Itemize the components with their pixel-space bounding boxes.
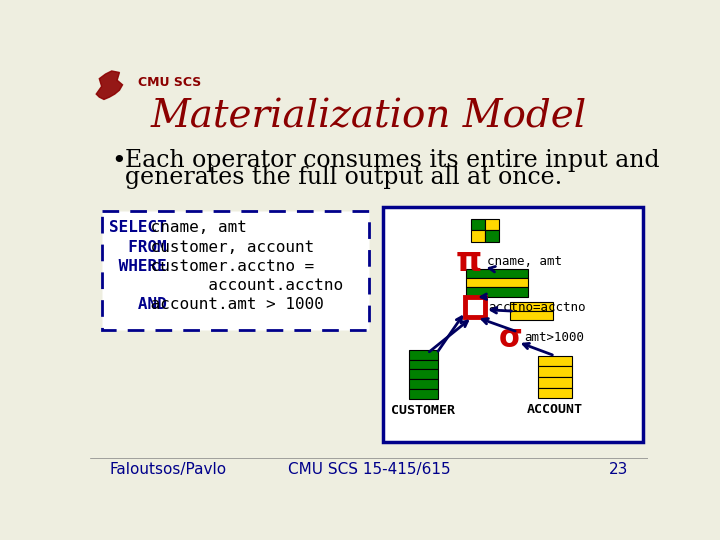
Text: $\mathbf{\sigma}$: $\mathbf{\sigma}$ bbox=[498, 323, 522, 353]
Text: amt>1000: amt>1000 bbox=[524, 331, 584, 344]
Text: customer.acctno =: customer.acctno = bbox=[141, 259, 314, 274]
Bar bbox=[538, 356, 572, 367]
Text: 23: 23 bbox=[609, 462, 629, 477]
Bar bbox=[466, 287, 528, 296]
Text: CMU SCS 15-415/615: CMU SCS 15-415/615 bbox=[288, 462, 450, 477]
Bar bbox=[408, 369, 438, 379]
Text: account.amt > 1000: account.amt > 1000 bbox=[141, 298, 324, 312]
Bar bbox=[510, 311, 553, 320]
Text: acctno=acctno: acctno=acctno bbox=[488, 301, 586, 314]
FancyBboxPatch shape bbox=[102, 211, 369, 330]
Polygon shape bbox=[96, 71, 122, 99]
Bar bbox=[408, 350, 438, 360]
Bar bbox=[472, 231, 485, 242]
Text: Each operator consumes its entire input and: Each operator consumes its entire input … bbox=[125, 150, 660, 172]
Bar bbox=[538, 388, 572, 398]
Bar bbox=[485, 219, 499, 231]
Text: Materialization Model: Materialization Model bbox=[151, 99, 587, 136]
Text: CUSTOMER: CUSTOMER bbox=[391, 403, 455, 416]
Bar bbox=[466, 278, 528, 287]
Text: AND: AND bbox=[109, 298, 166, 312]
Bar bbox=[510, 302, 553, 311]
Text: generates the full output all at once.: generates the full output all at once. bbox=[125, 166, 562, 190]
Text: WHERE: WHERE bbox=[109, 259, 166, 274]
Text: customer, account: customer, account bbox=[141, 240, 314, 254]
Text: $\mathbf{\pi}$: $\mathbf{\pi}$ bbox=[455, 245, 482, 278]
Text: cname, amt: cname, amt bbox=[141, 220, 247, 235]
Bar bbox=[472, 219, 485, 231]
Text: FROM: FROM bbox=[109, 240, 166, 254]
Text: SELECT: SELECT bbox=[109, 220, 166, 235]
Bar bbox=[466, 269, 528, 278]
Text: CMU SCS: CMU SCS bbox=[138, 76, 202, 89]
Text: account.acctno: account.acctno bbox=[141, 278, 343, 293]
Bar bbox=[538, 377, 572, 388]
Bar bbox=[408, 379, 438, 389]
Text: cname, amt: cname, amt bbox=[487, 255, 562, 268]
Bar bbox=[465, 298, 485, 318]
Text: •: • bbox=[112, 150, 127, 173]
Bar bbox=[408, 389, 438, 399]
Bar bbox=[383, 207, 642, 442]
Text: Faloutsos/Pavlo: Faloutsos/Pavlo bbox=[109, 462, 227, 477]
Text: ACCOUNT: ACCOUNT bbox=[527, 403, 583, 416]
Bar bbox=[485, 231, 499, 242]
Bar bbox=[538, 367, 572, 377]
Bar bbox=[408, 360, 438, 369]
